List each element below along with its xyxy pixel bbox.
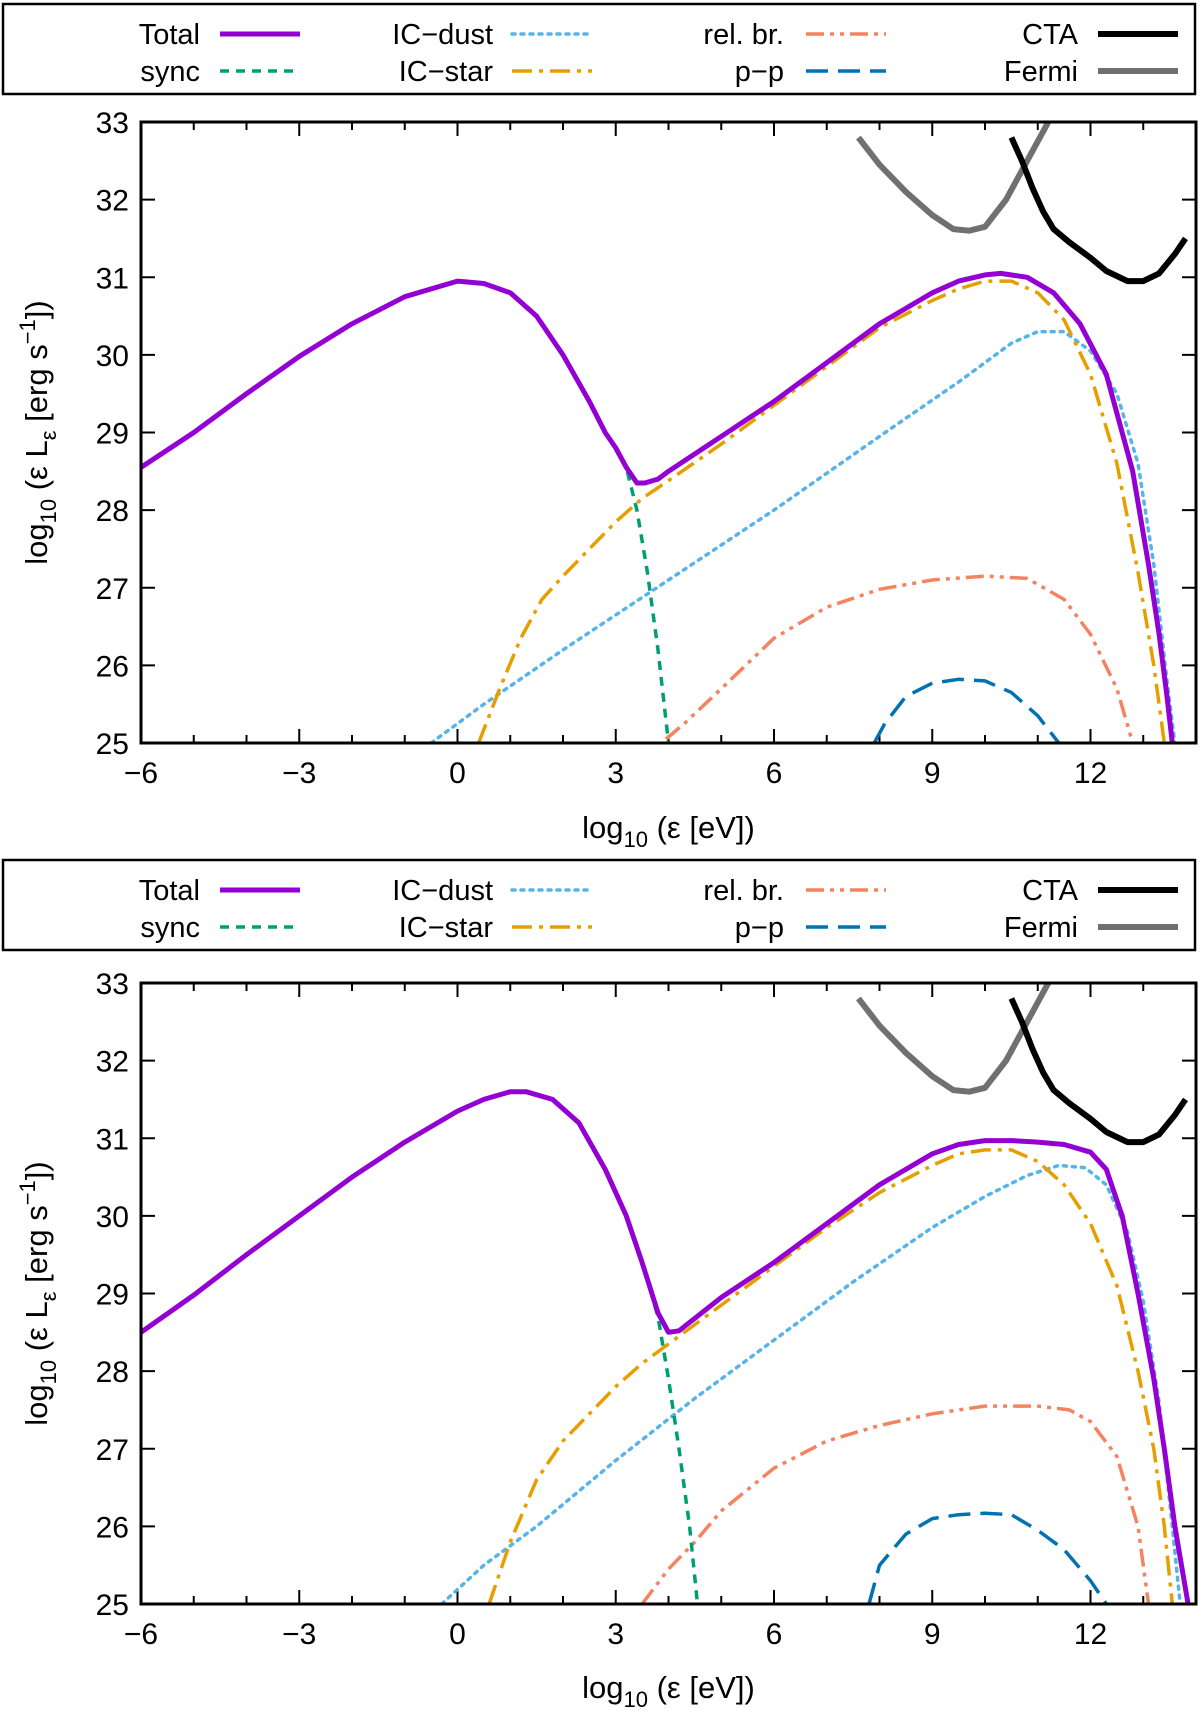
x-axis-label: log10 (ε [eV]) <box>582 1670 755 1712</box>
y-tick-label: 25 <box>96 728 129 761</box>
y-axis-label-part: log <box>19 1384 54 1425</box>
series-line-rel_br <box>664 574 1135 743</box>
x-tick-label: −6 <box>124 757 158 790</box>
series-line-ic_star <box>476 279 1167 743</box>
x-tick-label: 0 <box>449 757 466 790</box>
series-line-ic_star <box>487 1148 1175 1604</box>
legend-label-fermi: Fermi <box>1004 912 1078 944</box>
series-line-total <box>141 1089 1191 1604</box>
legend-label-total: Total <box>139 19 200 51</box>
y-tick-label: 33 <box>96 107 129 140</box>
series-line-ic_dust <box>439 1163 1182 1604</box>
legend-label-fermi: Fermi <box>1004 56 1078 88</box>
legend-label-cta: CTA <box>1022 875 1079 907</box>
y-tick-label: 26 <box>96 1511 129 1544</box>
x-axis-label-rest: (ε [eV]) <box>648 1670 755 1705</box>
x-axis-label-log: log <box>582 1670 623 1705</box>
legend-label-ic_star: IC−star <box>399 56 494 88</box>
x-tick-label: 9 <box>924 1618 941 1651</box>
y-tick-label: 26 <box>96 650 129 683</box>
series-line-sync <box>141 279 671 743</box>
y-tick-label: 33 <box>96 968 129 1001</box>
legend-label-ic_dust: IC−dust <box>392 19 493 51</box>
legend-label-sync: sync <box>140 912 200 944</box>
y-tick-label: 28 <box>96 495 129 528</box>
series-line-pp <box>867 1511 1108 1604</box>
series-line-fermi <box>856 122 1051 234</box>
x-axis-label-sub: 10 <box>624 827 648 852</box>
series-line-cta <box>1008 997 1188 1146</box>
y-axis-label-part: ε <box>36 430 61 440</box>
series-line-sync <box>141 1089 700 1604</box>
x-tick-label: 3 <box>607 757 624 790</box>
y-tick-label: 27 <box>96 573 129 606</box>
legend-label-rel_br: rel. br. <box>703 875 784 907</box>
y-axis-label-part: ]) <box>19 1161 54 1180</box>
x-tick-label: 6 <box>766 757 783 790</box>
x-tick-label: 12 <box>1074 1618 1107 1651</box>
y-tick-label: 29 <box>96 418 129 451</box>
y-axis-label-part: −1 <box>15 319 40 344</box>
y-axis-label-part: log <box>19 523 54 564</box>
y-tick-label: 27 <box>96 1434 129 1467</box>
plot-frame <box>139 120 1198 745</box>
y-axis-label: log10 (ε Lε [erg s−1]) <box>15 1161 61 1425</box>
x-tick-label: −3 <box>282 1618 316 1651</box>
x-tick-label: 12 <box>1074 757 1107 790</box>
legend-label-total: Total <box>139 875 200 907</box>
x-axis-label: log10 (ε [eV]) <box>582 810 755 852</box>
legend-label-rel_br: rel. br. <box>703 19 784 51</box>
y-axis-label-part: ]) <box>19 300 54 319</box>
plot-frame <box>139 981 1198 1606</box>
series-line-cta <box>1008 136 1188 285</box>
series-line-pp <box>872 677 1061 743</box>
y-axis-label-part: ε <box>36 1291 61 1301</box>
y-tick-label: 29 <box>96 1279 129 1312</box>
x-tick-label: 9 <box>924 757 941 790</box>
series-line-rel_br <box>640 1404 1151 1604</box>
y-tick-label: 25 <box>96 1589 129 1622</box>
legend-label-ic_star: IC−star <box>399 912 494 944</box>
legend-label-sync: sync <box>140 56 200 88</box>
upper-panel: Total sync IC−dust IC−star rel. br. p−p CTA Fer… <box>1 2 1198 852</box>
legend-box <box>1 858 1197 952</box>
legend-label-cta: CTA <box>1022 19 1079 51</box>
x-axis-label-sub: 10 <box>624 1687 648 1712</box>
x-axis-label-log: log <box>582 810 623 845</box>
series-line-fermi <box>856 983 1051 1095</box>
legend-label-ic_dust: IC−dust <box>392 875 493 907</box>
x-tick-label: 0 <box>449 1618 466 1651</box>
y-tick-label: 30 <box>96 1201 129 1234</box>
x-tick-label: 3 <box>607 1618 624 1651</box>
y-axis-label-part: 10 <box>36 1360 61 1384</box>
series-group <box>141 122 1188 743</box>
legend-label-pp: p−p <box>735 912 784 944</box>
x-tick-label: −6 <box>124 1618 158 1651</box>
y-tick-label: 32 <box>96 185 129 218</box>
y-tick-label: 30 <box>96 340 129 373</box>
y-axis-label-part: −1 <box>15 1180 40 1205</box>
y-axis-label-part: [erg s <box>19 1205 54 1291</box>
x-tick-label: −3 <box>282 757 316 790</box>
y-axis-label-part: (ε L <box>19 1301 54 1360</box>
x-axis-label-rest: (ε [eV]) <box>648 810 755 845</box>
legend-label-pp: p−p <box>735 56 784 88</box>
series-line-total <box>141 270 1175 743</box>
legend-box <box>1 2 1197 96</box>
x-tick-label: 6 <box>766 1618 783 1651</box>
y-tick-label: 31 <box>96 1123 129 1156</box>
y-axis-label-part: [erg s <box>19 344 54 430</box>
y-tick-label: 28 <box>96 1356 129 1389</box>
y-axis-label-part: (ε L <box>19 440 54 499</box>
y-axis-label: log10 (ε Lε [erg s−1]) <box>15 300 61 564</box>
y-tick-label: 32 <box>96 1046 129 1079</box>
y-axis-label-part: 10 <box>36 499 61 523</box>
series-group <box>141 983 1191 1604</box>
series-line-ic_dust <box>429 329 1177 743</box>
y-tick-label: 31 <box>96 262 129 295</box>
lower-panel: Total sync IC−dust IC−star rel. br. p−p CTA Fer… <box>1 858 1198 1712</box>
